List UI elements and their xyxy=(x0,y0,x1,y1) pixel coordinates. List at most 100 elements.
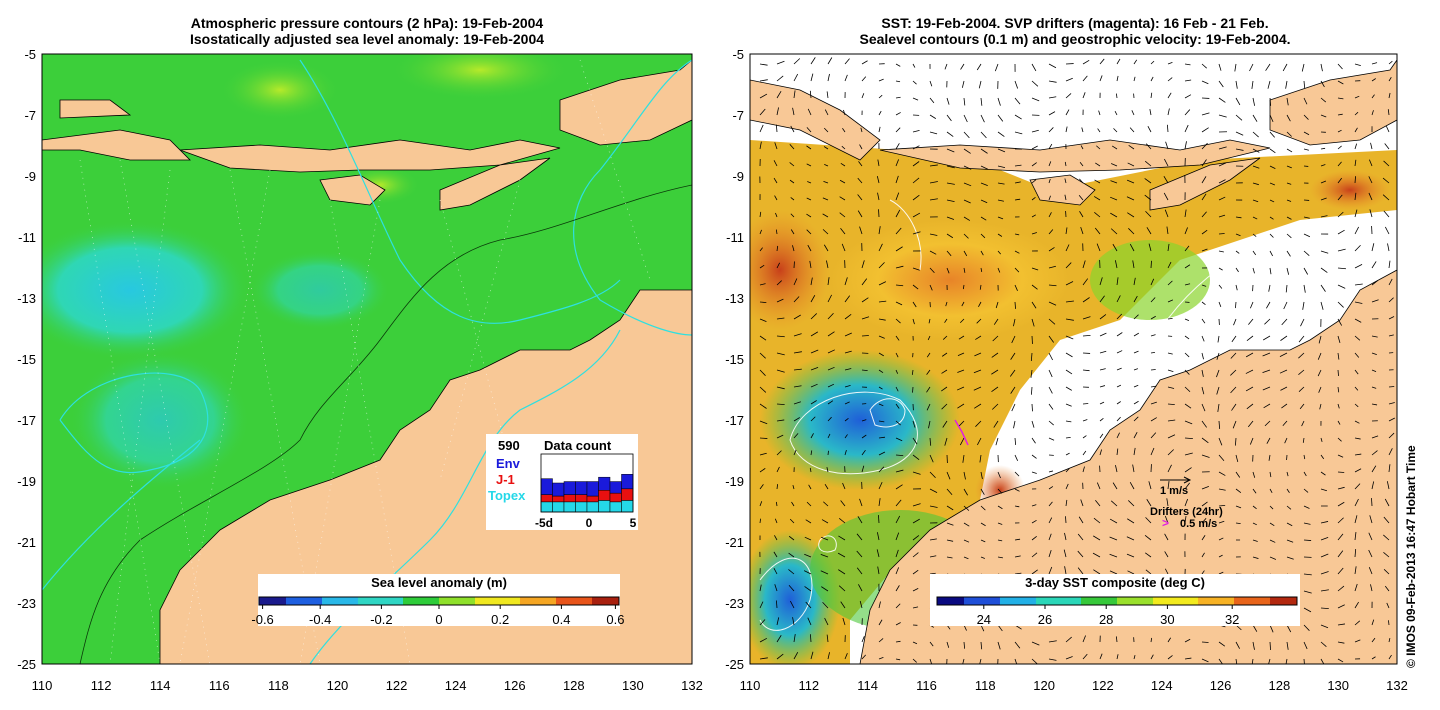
velocity-arrow xyxy=(1099,350,1107,354)
velocity-arrow xyxy=(1286,488,1290,493)
velocity-arrow xyxy=(1371,280,1379,286)
velocity-arrow xyxy=(1184,94,1192,99)
velocity-arrow xyxy=(1201,570,1205,575)
velocity-arrow xyxy=(1031,179,1037,184)
colorbar-cell xyxy=(1126,597,1136,605)
velocity-arrow xyxy=(895,532,900,541)
velocity-arrow xyxy=(997,267,1001,273)
velocity-arrow xyxy=(1099,385,1106,388)
velocity-arrow xyxy=(1184,657,1192,660)
velocity-arrow xyxy=(827,383,835,388)
velocity-arrow xyxy=(1286,233,1292,239)
velocity-arrow xyxy=(759,108,766,116)
velocity-arrow xyxy=(1133,295,1138,303)
velocity-arrow xyxy=(1014,471,1020,477)
velocity-arrow xyxy=(1184,209,1187,218)
velocity-arrow xyxy=(1164,568,1169,575)
left-x-tick-label: 120 xyxy=(327,678,349,693)
velocity-arrow xyxy=(1167,243,1170,252)
velocity-arrow xyxy=(1235,80,1238,89)
velocity-arrow xyxy=(1269,505,1274,510)
velocity-arrow xyxy=(1319,403,1322,410)
velocity-arrow xyxy=(878,110,882,116)
velocity-arrow xyxy=(861,76,867,82)
velocity-arrow xyxy=(895,515,901,524)
right-y-tick-label: -21 xyxy=(725,535,744,550)
colorbar-cell xyxy=(448,597,458,605)
velocity-arrow xyxy=(912,420,916,428)
velocity-arrow xyxy=(759,369,766,376)
left-map xyxy=(42,54,692,664)
velocity-arrow xyxy=(1286,250,1291,257)
left-y-tick-label: -15 xyxy=(17,352,36,367)
velocity-arrow xyxy=(793,634,796,643)
velocity-arrow xyxy=(1014,164,1022,167)
velocity-arrow xyxy=(1388,386,1395,388)
data-count-bar-env xyxy=(621,474,634,490)
velocity-arrow xyxy=(856,550,863,558)
right-colorbar-scale xyxy=(936,596,1298,606)
velocity-arrow xyxy=(974,403,982,409)
velocity-arrow xyxy=(1337,113,1343,116)
velocity-arrow xyxy=(895,209,901,218)
velocity-arrow xyxy=(807,181,812,184)
velocity-arrow xyxy=(773,567,778,575)
velocity-arrow xyxy=(1150,334,1156,337)
velocity-arrow xyxy=(1093,517,1101,524)
velocity-arrow xyxy=(1371,335,1378,338)
velocity-arrow xyxy=(1371,619,1375,626)
colorbar-cell xyxy=(1099,597,1109,605)
velocity-arrow xyxy=(1337,585,1345,592)
velocity-arrow xyxy=(857,194,863,201)
velocity-arrow xyxy=(1150,260,1152,269)
velocity-arrow xyxy=(821,536,829,541)
velocity-arrow xyxy=(759,335,767,341)
velocity-arrow xyxy=(844,418,849,422)
velocity-arrow xyxy=(861,465,865,473)
velocity-arrow xyxy=(912,145,920,150)
velocity-arrow xyxy=(1269,165,1276,170)
velocity-arrow xyxy=(1269,199,1275,203)
velocity-arrow xyxy=(895,484,903,490)
velocity-arrow xyxy=(861,636,865,643)
velocity-arrow xyxy=(810,416,816,422)
velocity-arrow xyxy=(980,522,986,527)
velocity-arrow xyxy=(1280,386,1288,391)
velocity-arrow xyxy=(789,162,795,167)
velocity-arrow xyxy=(861,93,865,99)
velocity-arrow xyxy=(822,229,829,235)
velocity-arrow xyxy=(789,179,795,184)
velocity-arrow xyxy=(773,551,778,558)
velocity-arrow xyxy=(775,501,778,507)
velocity-arrow xyxy=(823,244,829,252)
data-count-inset: Data count 590 Env J-1 Topex -5d 0 5 xyxy=(486,434,638,530)
colorbar-cell xyxy=(376,597,386,605)
velocity-arrow xyxy=(861,654,866,660)
velocity-arrow xyxy=(1167,449,1174,456)
velocity-arrow xyxy=(878,78,884,82)
velocity-arrow xyxy=(1269,131,1275,138)
velocity-arrow xyxy=(1165,141,1169,150)
velocity-arrow xyxy=(895,469,904,473)
velocity-arrow xyxy=(1167,655,1173,660)
velocity-arrow xyxy=(1065,516,1067,524)
velocity-arrow xyxy=(838,535,846,541)
velocity-arrow xyxy=(1184,109,1191,116)
velocity-arrow xyxy=(844,58,850,65)
velocity-arrow xyxy=(1337,97,1344,100)
velocity-arrow xyxy=(1167,386,1175,389)
velocity-arrow xyxy=(842,128,846,133)
velocity-arrow xyxy=(1286,199,1292,202)
velocity-arrow xyxy=(946,539,954,542)
velocity-arrow xyxy=(1095,162,1101,167)
velocity-arrow xyxy=(1167,481,1170,490)
velocity-arrow xyxy=(1110,163,1118,167)
velocity-arrow xyxy=(1031,301,1037,309)
velocity-arrow xyxy=(844,295,851,303)
colorbar-tick-label: 0.2 xyxy=(491,612,509,627)
velocity-arrow xyxy=(808,484,812,490)
velocity-arrow xyxy=(895,80,901,83)
velocity-arrow xyxy=(1320,553,1329,558)
colorbar-cell xyxy=(973,597,983,605)
velocity-arrow xyxy=(1099,433,1104,439)
